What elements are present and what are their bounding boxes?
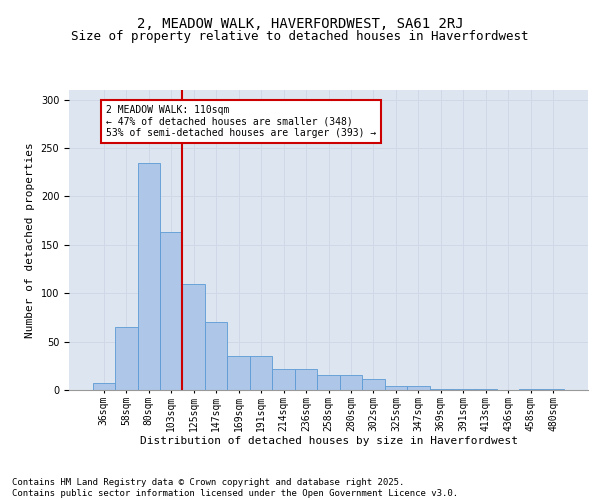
Bar: [137, 162, 160, 390]
Bar: [160, 232, 182, 390]
Bar: [205, 322, 227, 390]
X-axis label: Distribution of detached houses by size in Haverfordwest: Distribution of detached houses by size …: [139, 436, 517, 446]
Bar: [250, 356, 272, 390]
Bar: [430, 389, 452, 390]
Bar: [182, 284, 205, 390]
Text: 2, MEADOW WALK, HAVERFORDWEST, SA61 2RJ: 2, MEADOW WALK, HAVERFORDWEST, SA61 2RJ: [137, 18, 463, 32]
Bar: [542, 389, 565, 390]
Y-axis label: Number of detached properties: Number of detached properties: [25, 142, 35, 338]
Text: 2 MEADOW WALK: 110sqm
← 47% of detached houses are smaller (348)
53% of semi-det: 2 MEADOW WALK: 110sqm ← 47% of detached …: [106, 104, 376, 138]
Text: Contains HM Land Registry data © Crown copyright and database right 2025.
Contai: Contains HM Land Registry data © Crown c…: [12, 478, 458, 498]
Bar: [520, 389, 542, 390]
Bar: [475, 389, 497, 390]
Bar: [407, 386, 430, 390]
Bar: [317, 374, 340, 390]
Bar: [115, 327, 137, 390]
Bar: [92, 383, 115, 390]
Bar: [227, 356, 250, 390]
Bar: [272, 368, 295, 390]
Bar: [385, 386, 407, 390]
Bar: [452, 389, 475, 390]
Bar: [295, 368, 317, 390]
Bar: [340, 374, 362, 390]
Bar: [362, 380, 385, 390]
Text: Size of property relative to detached houses in Haverfordwest: Size of property relative to detached ho…: [71, 30, 529, 43]
